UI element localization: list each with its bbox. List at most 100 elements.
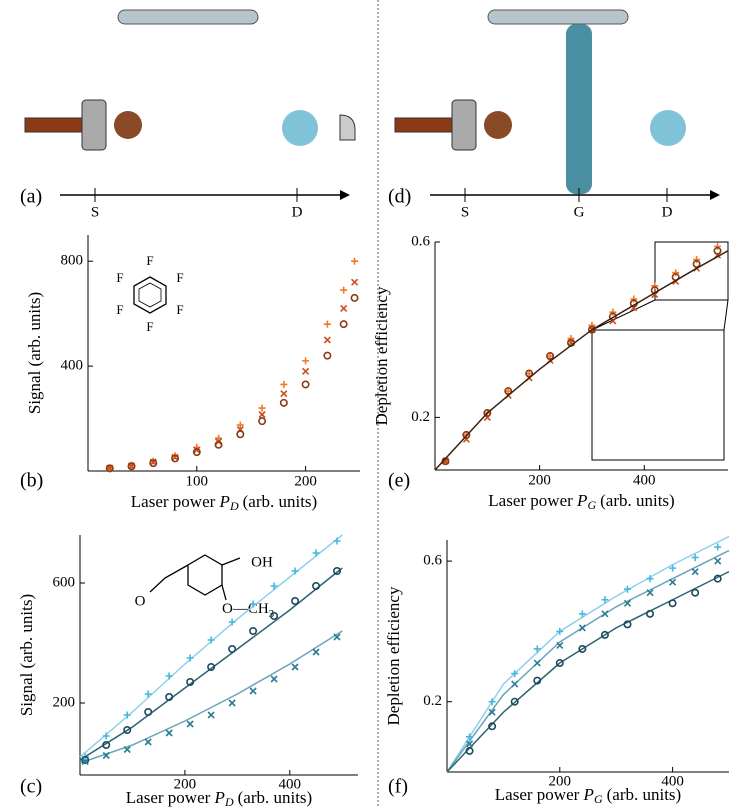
point xyxy=(333,537,341,545)
panel-label: (f) xyxy=(388,776,408,798)
point xyxy=(258,404,266,412)
point xyxy=(510,697,519,706)
vanillin: OH O O—CH3 xyxy=(135,554,275,620)
fit-line xyxy=(79,567,343,761)
point xyxy=(280,380,288,388)
point xyxy=(236,421,244,429)
point xyxy=(165,729,173,737)
x-axis-label: Laser power PD (arb. units) xyxy=(126,788,312,808)
x-tick-label: 200 xyxy=(528,472,551,488)
point xyxy=(668,599,677,608)
point xyxy=(214,440,223,449)
point xyxy=(623,585,631,593)
point xyxy=(302,367,310,375)
point xyxy=(102,732,110,740)
point xyxy=(280,390,288,398)
inset-connector xyxy=(591,299,729,331)
point xyxy=(186,654,194,662)
fit-line xyxy=(79,534,343,758)
y-axis-label: Signal (arb. units) xyxy=(17,594,36,716)
point xyxy=(192,448,201,457)
point xyxy=(533,676,542,685)
point xyxy=(630,295,638,303)
point xyxy=(462,430,471,439)
fit-line xyxy=(446,570,730,773)
x-axis-label: G xyxy=(594,792,603,806)
point xyxy=(533,645,541,653)
point xyxy=(646,575,654,583)
atom: OH xyxy=(251,554,273,570)
point xyxy=(207,662,216,671)
point xyxy=(270,675,278,683)
x-axis-label: Laser power xyxy=(488,491,573,510)
point xyxy=(207,636,215,644)
point xyxy=(105,464,114,473)
point xyxy=(228,699,236,707)
point xyxy=(525,370,533,378)
point xyxy=(691,588,700,597)
inset-zoom xyxy=(654,241,729,301)
point xyxy=(488,722,497,731)
point xyxy=(601,596,609,604)
point xyxy=(713,574,722,583)
atom: F xyxy=(116,270,123,285)
point xyxy=(249,600,257,608)
point xyxy=(127,462,136,471)
y-tick-label: 400 xyxy=(61,358,84,374)
axis-point: G xyxy=(574,204,585,220)
point xyxy=(556,641,564,650)
point xyxy=(525,369,534,378)
point xyxy=(144,707,153,716)
point xyxy=(556,627,564,635)
x-axis-label: D xyxy=(229,499,239,513)
point xyxy=(713,246,722,255)
point xyxy=(270,582,278,590)
x-tick-label: 200 xyxy=(549,773,572,789)
axis-point: S xyxy=(91,204,99,220)
point xyxy=(323,351,332,360)
point xyxy=(228,644,237,653)
point xyxy=(312,648,320,656)
point xyxy=(578,644,587,653)
x-axis-label: D xyxy=(224,795,234,808)
point xyxy=(350,293,359,302)
x-tick-label: 400 xyxy=(279,776,302,792)
atom: O—CH xyxy=(222,601,269,617)
fit-line xyxy=(446,549,730,773)
x-axis-label: (arb. units) xyxy=(600,491,675,510)
point xyxy=(578,610,586,618)
point xyxy=(258,417,267,426)
x-axis-label: (arb. units) xyxy=(238,788,313,807)
point xyxy=(504,387,513,396)
point xyxy=(165,692,174,701)
point xyxy=(81,755,90,764)
point xyxy=(588,321,596,329)
atom: F xyxy=(116,302,123,317)
point xyxy=(312,549,320,557)
atom: F xyxy=(146,253,153,268)
x-tick-label: 200 xyxy=(294,473,317,489)
point xyxy=(249,626,258,635)
point xyxy=(333,633,341,641)
point xyxy=(623,620,632,629)
point xyxy=(291,596,300,605)
axis-point: D xyxy=(292,204,303,220)
y-tick-label: 600 xyxy=(53,574,76,590)
point xyxy=(693,256,701,264)
y-tick-label: 0.2 xyxy=(411,409,430,425)
panel-label: (d) xyxy=(388,186,411,208)
point xyxy=(466,733,474,741)
point xyxy=(312,581,321,590)
point xyxy=(511,680,519,688)
x-axis-label: Laser power xyxy=(126,788,211,807)
point xyxy=(165,672,173,680)
panel-label: (c) xyxy=(20,776,42,798)
point xyxy=(646,589,654,597)
point xyxy=(171,454,180,463)
point xyxy=(102,751,110,760)
x-tick-label: 200 xyxy=(174,776,197,792)
y-tick-label: 0.6 xyxy=(423,553,442,569)
x-axis-label: (arb. units) xyxy=(243,492,318,511)
point xyxy=(333,566,342,575)
